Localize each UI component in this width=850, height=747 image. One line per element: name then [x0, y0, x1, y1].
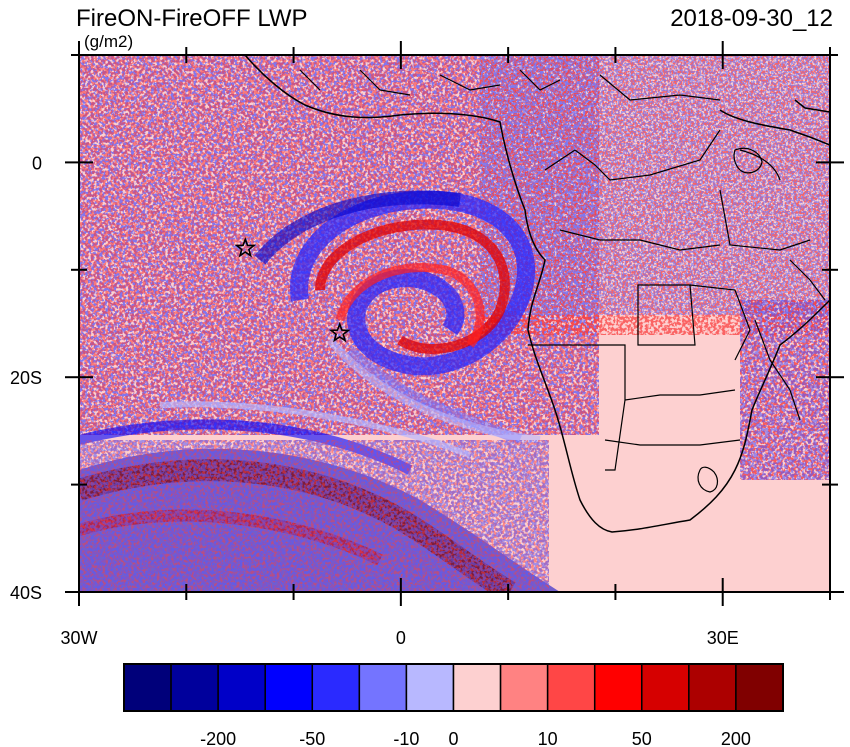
map-date: 2018-09-30_12	[670, 5, 833, 32]
coastlines	[244, 55, 830, 533]
site-markers	[234, 236, 351, 343]
colorbar-box	[264, 663, 314, 712]
colorbar-box	[405, 663, 455, 712]
colorbar-label: 0	[448, 729, 458, 747]
site-marker-star	[328, 321, 351, 343]
axis-labels: 0 20S 40S 30W 0 30E	[10, 153, 739, 648]
lon-tick-label: 30E	[707, 628, 739, 648]
lon-tick-label: 30W	[60, 628, 97, 648]
colorbar-box	[123, 663, 172, 712]
colorbar-label: 200	[721, 729, 751, 747]
colorbar-box	[217, 663, 266, 712]
colorbar-box	[641, 663, 690, 712]
lat-tick-label: 20S	[10, 368, 42, 388]
colorbar-label: 10	[538, 729, 558, 747]
colorbar-box	[452, 663, 502, 712]
colorbar: -200 -50 -10 0 10 50 200	[123, 663, 784, 747]
colorbar-box	[311, 663, 361, 712]
map-frame	[78, 54, 831, 593]
colorbar-box	[688, 663, 737, 712]
map-title: FireON-FireOFF LWP	[76, 5, 308, 32]
colorbar-box	[170, 663, 219, 712]
country-borders	[299, 69, 826, 493]
colorbar-label: 50	[632, 729, 652, 747]
colorbar-box	[593, 663, 643, 712]
colorbar-box	[546, 663, 596, 712]
lat-tick-label: 0	[32, 153, 42, 173]
colorbar-label: -200	[200, 729, 236, 747]
lon-tick-label: 0	[396, 628, 406, 648]
axis-ticks	[65, 41, 844, 606]
colorbar-label: -50	[299, 729, 325, 747]
colorbar-box	[499, 663, 549, 712]
colorbar-box	[358, 663, 408, 712]
colorbar-label: -10	[393, 729, 419, 747]
colorbar-box	[735, 663, 784, 712]
lake-outline	[733, 147, 763, 174]
lat-tick-label: 40S	[10, 583, 42, 603]
lwp-difference-field	[79, 55, 830, 592]
units-label: (g/m2)	[84, 32, 133, 51]
colorbar-frame	[123, 663, 784, 712]
map-panel	[79, 55, 830, 592]
site-marker-star	[234, 236, 257, 258]
